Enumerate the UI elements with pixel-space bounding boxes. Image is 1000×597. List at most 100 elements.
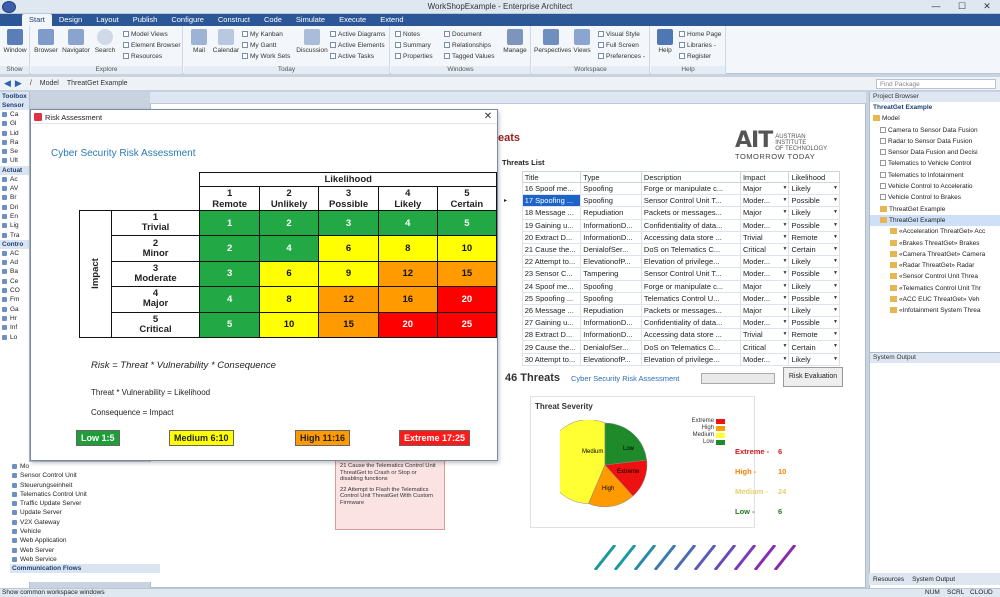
table-row[interactable]: 16 Spoof me... Spoofing Forge or manipulat… xyxy=(502,181,840,196)
table-row[interactable]: 26 Message ... Repudiation Packets or mess… xyxy=(502,303,840,318)
toolbox-item[interactable]: Ce xyxy=(0,277,29,286)
toolbox-item[interactable]: Ac xyxy=(0,175,29,184)
mail-button[interactable]: Mail xyxy=(187,29,211,54)
impact-dropdown[interactable]: Critical xyxy=(739,242,790,257)
toolbox-item[interactable]: Mo xyxy=(10,462,160,471)
column-header-likelihood[interactable]: Likelihood xyxy=(788,171,840,183)
document-button[interactable]: Document xyxy=(444,30,482,39)
impact-dropdown[interactable]: Moder... xyxy=(739,218,790,232)
tab-system-output[interactable]: System Output xyxy=(912,575,956,583)
active-tasks-button[interactable]: Active Tasks xyxy=(330,52,374,61)
toolbox-item[interactable]: Lig xyxy=(0,221,29,230)
toolbox-item[interactable]: Steuerungseinheit xyxy=(10,481,160,490)
likelihood-dropdown[interactable]: Certain xyxy=(788,242,840,257)
tab-simulate[interactable]: Simulate xyxy=(295,15,326,24)
resources-button[interactable]: Resources xyxy=(123,52,162,61)
tree-item-model[interactable]: Model xyxy=(870,113,1000,124)
toolbox-item[interactable]: Web Application xyxy=(10,536,160,545)
impact-dropdown[interactable]: Major xyxy=(739,181,790,196)
toolbox-section-header[interactable]: Actuat xyxy=(0,165,29,175)
table-row[interactable]: 25 Spoofing ... Spoofing Telematics Contro… xyxy=(502,291,840,305)
preferences-button[interactable]: Preferences - xyxy=(598,52,645,61)
table-row[interactable]: 28 Extract D... InformationD... Accessing … xyxy=(502,328,840,342)
calendar-button[interactable]: Calendar xyxy=(212,29,240,54)
minimize-button[interactable]: — xyxy=(931,1,941,11)
toolbox-item[interactable]: Hr xyxy=(0,314,29,323)
toolbox-item[interactable]: Lid xyxy=(0,129,29,138)
toolbox-item[interactable]: Ult xyxy=(0,156,29,165)
toolbox-item[interactable]: Ra xyxy=(0,138,29,147)
element-browser-button[interactable]: Element Browser xyxy=(123,41,181,50)
tree-item[interactable]: «Telematics Control Unit Thr xyxy=(870,283,1000,294)
tagged-values-button[interactable]: Tagged Values xyxy=(444,52,495,61)
navigator-button[interactable]: Navigator xyxy=(62,29,90,54)
toolbox-item[interactable]: Br xyxy=(0,193,29,202)
search-button[interactable]: Search xyxy=(93,29,117,54)
impact-dropdown[interactable]: Major xyxy=(739,279,790,293)
likelihood-dropdown[interactable]: Possible xyxy=(788,291,840,305)
likelihood-dropdown[interactable]: Remote xyxy=(788,230,840,244)
back-icon[interactable]: ◀ xyxy=(4,78,11,88)
likelihood-dropdown[interactable]: Certain xyxy=(788,340,840,354)
likelihood-dropdown[interactable]: Possible xyxy=(788,267,840,281)
toolbox-item[interactable]: Fm xyxy=(0,295,29,304)
dialog-close-button[interactable]: ✕ xyxy=(483,111,493,122)
toolbox-section-header[interactable]: Sensor xyxy=(0,101,29,110)
breadcrumb-model[interactable]: Model xyxy=(39,80,59,87)
tab-publish[interactable]: Publish xyxy=(132,15,158,24)
likelihood-dropdown[interactable]: Likely xyxy=(788,206,840,220)
find-package-input[interactable]: Find Package xyxy=(876,79,996,89)
active-elements-button[interactable]: Active Elements xyxy=(330,41,385,50)
tab-code[interactable]: Code xyxy=(263,15,282,24)
tree-item[interactable]: ThreatGet Example xyxy=(870,214,1000,227)
impact-dropdown[interactable]: Moder... xyxy=(739,352,790,366)
impact-dropdown[interactable]: Trivial xyxy=(739,230,790,244)
app-logo-icon[interactable] xyxy=(2,1,16,13)
toolbox-item[interactable]: Se xyxy=(0,147,29,156)
likelihood-dropdown[interactable]: Possible xyxy=(788,218,840,232)
tree-item[interactable]: Vehicle Control to Acceleratio xyxy=(870,181,1000,192)
home-page-button[interactable]: Home Page xyxy=(679,30,721,39)
project-root[interactable]: ThreatGet Example xyxy=(873,104,933,111)
table-row[interactable]: 27 Gaining u... InformationD... Confidenti… xyxy=(502,316,840,330)
tree-item[interactable]: «Acceleration ThreatGet» Acc xyxy=(870,226,1000,237)
toolbox-item[interactable]: Tra xyxy=(0,231,29,240)
tab-resources[interactable]: Resources xyxy=(873,575,905,583)
column-header-description[interactable]: Description xyxy=(640,171,741,183)
toolbox-item[interactable]: AV xyxy=(0,184,29,193)
tree-item[interactable]: Telematics to Infotainment xyxy=(870,170,1000,181)
table-row[interactable]: 23 Sensor C... Tampering Sensor Control Un… xyxy=(502,267,840,281)
likelihood-dropdown[interactable]: Likely xyxy=(788,255,840,269)
breadcrumb-root[interactable]: / xyxy=(29,80,32,87)
maximize-button[interactable]: ☐ xyxy=(957,1,967,11)
impact-dropdown[interactable]: Critical xyxy=(739,340,790,354)
toolbox-item[interactable]: Ba xyxy=(0,267,29,276)
toolbox-item[interactable]: Update Server xyxy=(10,508,160,517)
toolbox-item[interactable]: Vehicle xyxy=(10,527,160,536)
likelihood-dropdown[interactable]: Likely xyxy=(788,303,840,318)
column-header-title[interactable]: Title xyxy=(521,171,582,183)
likelihood-dropdown[interactable]: Possible xyxy=(788,316,840,330)
likelihood-dropdown[interactable]: Likely xyxy=(788,279,840,293)
tab-design[interactable]: Design xyxy=(58,15,83,24)
threat-note-element[interactable]: 21 Cause the Telematics Control Unit Thr… xyxy=(335,460,445,530)
toolbox-item[interactable]: Traffic Update Server xyxy=(10,499,160,508)
toolbox-item[interactable]: Telematics Control Unit xyxy=(10,490,160,499)
tab-construct[interactable]: Construct xyxy=(217,15,250,24)
browser-button[interactable]: Browser xyxy=(34,29,58,54)
table-row[interactable]: 18 Message ... Repudiation Packets or mess… xyxy=(502,206,840,220)
my-gantt-button[interactable]: My Gantt xyxy=(242,41,276,50)
tree-item[interactable]: «Brakes ThreatGet» Brakes xyxy=(870,238,1000,249)
notes-button[interactable]: Notes xyxy=(395,30,420,39)
table-row[interactable]: 30 Attempt to... ElevationofP... Elevation… xyxy=(502,352,840,366)
tree-item[interactable]: Sensor Data Fusion and Decisi xyxy=(870,147,1000,158)
impact-dropdown[interactable]: Major xyxy=(739,206,790,220)
toolbox-section-header[interactable]: Communication Flows xyxy=(10,564,160,574)
toolbox-section-header[interactable]: Contro xyxy=(0,239,29,249)
tab-extend[interactable]: Extend xyxy=(380,15,404,24)
toolbox-item[interactable]: En xyxy=(0,212,29,221)
risk-evaluation-button[interactable]: Risk Evaluation xyxy=(783,367,843,387)
table-row[interactable]: 20 Extract D... InformationD... Accessing … xyxy=(502,230,840,244)
toolbox-item[interactable]: Sensor Control Unit xyxy=(10,471,160,480)
impact-dropdown[interactable]: Moder... xyxy=(739,316,790,330)
